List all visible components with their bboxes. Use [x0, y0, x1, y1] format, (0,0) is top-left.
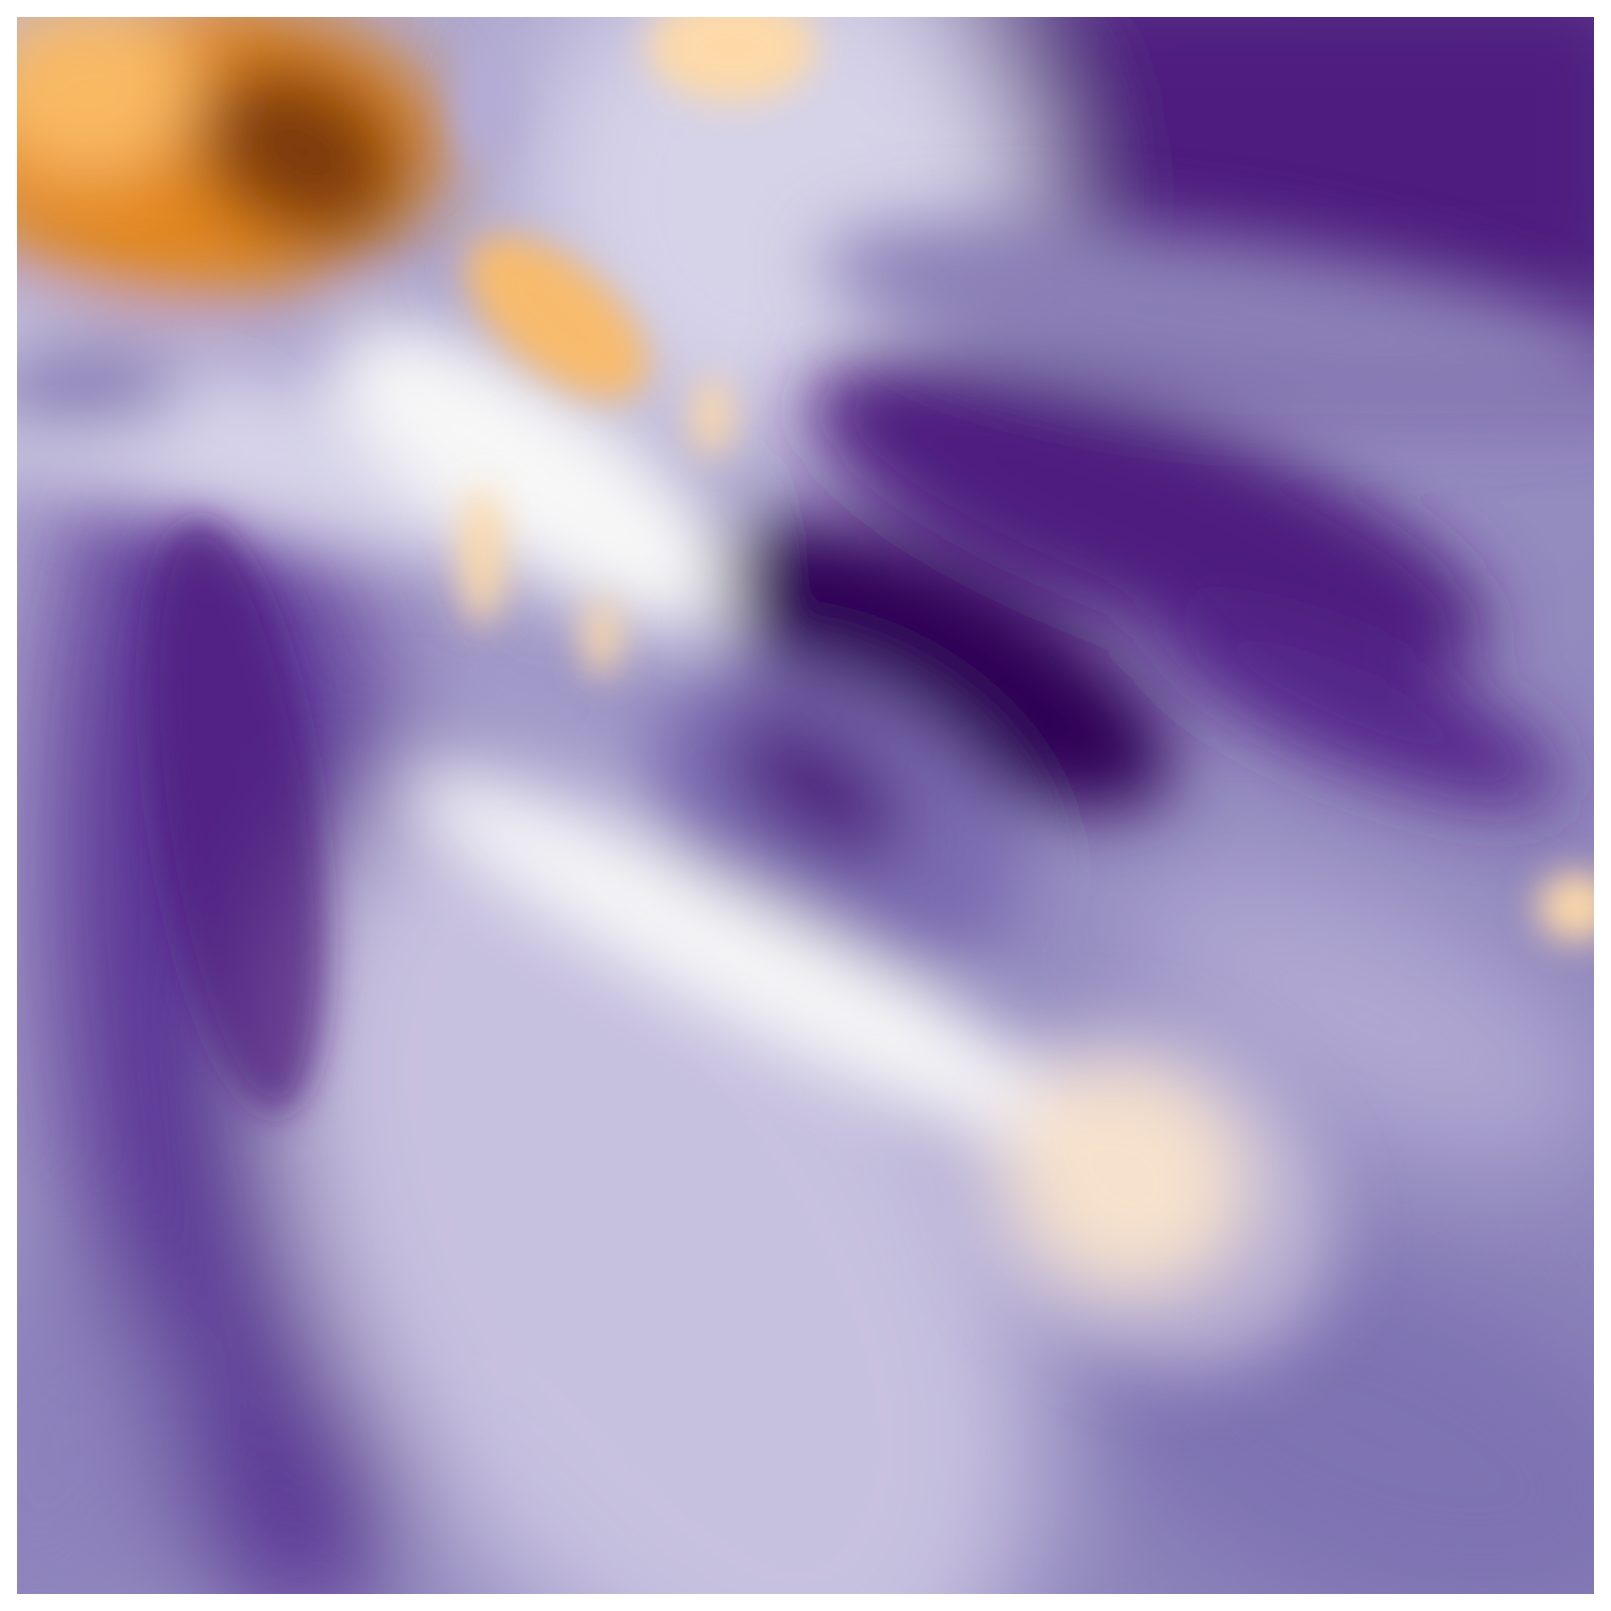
right-edge-orange-fleck	[1537, 872, 1594, 942]
lower-right-white-halo	[959, 1022, 1335, 1372]
top-left-brown-core	[197, 60, 407, 244]
left-edge-purple	[17, 347, 187, 427]
upper-right-lavender-band	[820, 220, 1594, 414]
small-orange-fleck-a	[460, 487, 504, 627]
central-white-streak	[333, 320, 741, 634]
top-center-orange-patch	[647, 17, 817, 102]
top-left-light-orange	[17, 17, 197, 177]
right-purple-streak	[1151, 607, 1563, 807]
upper-middle-light-region	[517, 17, 1037, 457]
small-orange-fleck-c	[692, 377, 732, 457]
scalar-field-image	[17, 17, 1594, 1594]
right-upper-purple-streak	[806, 359, 1488, 675]
fine-structure-layer	[147, 17, 1594, 1115]
upper-orange-streak	[465, 234, 649, 400]
mid-structure-layer	[17, 17, 1594, 1372]
bottom-left-light-purple	[17, 1267, 177, 1594]
central-purple-core	[729, 714, 905, 860]
small-orange-fleck-b	[584, 597, 620, 677]
diverging-colormap-field	[17, 17, 1594, 1594]
central-deep-purple-streak	[721, 522, 1173, 812]
left-band-deep-purple	[147, 519, 327, 1115]
lower-white-arc	[405, 772, 1149, 1182]
upper-light-purple-fleck	[457, 47, 517, 167]
left-light-stripe	[17, 313, 567, 561]
right-lower-lavender	[1126, 868, 1594, 1166]
